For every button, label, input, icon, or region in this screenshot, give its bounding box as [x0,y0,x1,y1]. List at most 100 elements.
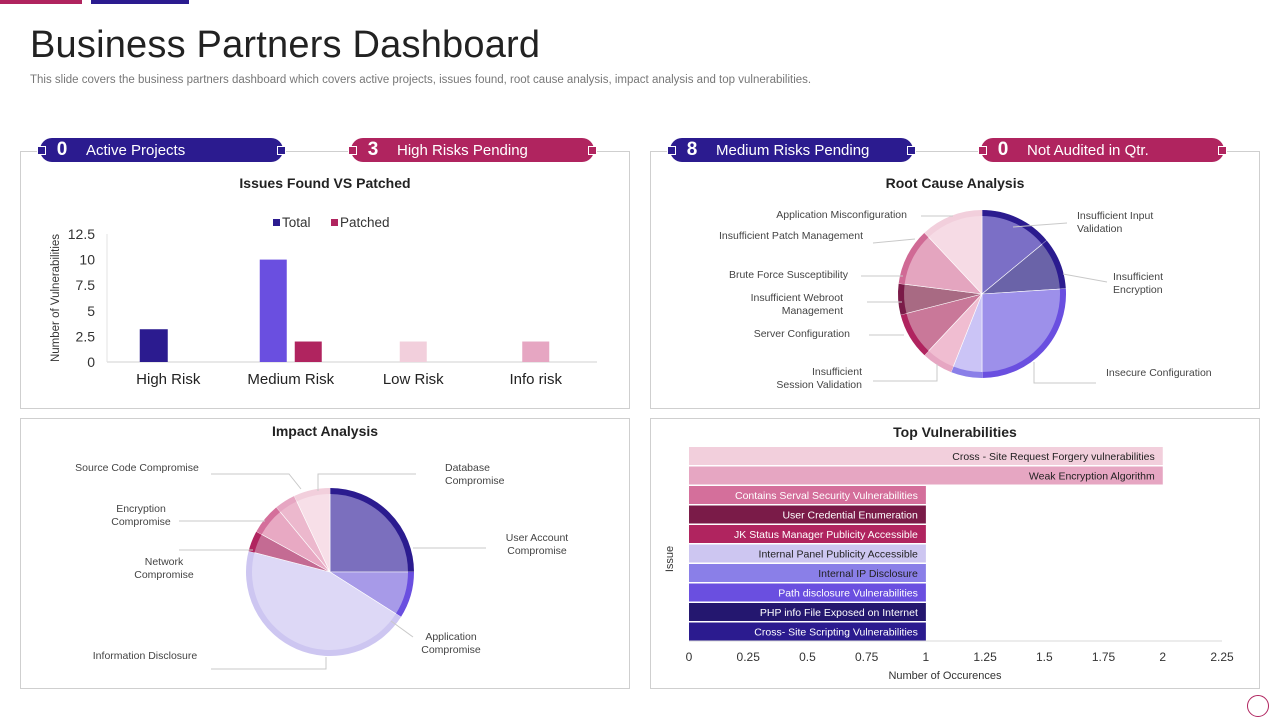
vuln-x-tick-label: 1.25 [973,650,997,664]
vuln-bar [689,466,1163,485]
kpi-high-risks-value: 3 [367,139,379,160]
issues-legend-swatch [273,219,280,226]
issues-bar-total [259,259,287,362]
impact-label: Source Code Compromise [75,462,199,474]
issues-x-tick-label: Info risk [509,371,562,388]
vulnerabilities-panel: Top Vulnerabilities 0 0.25 0.5 0.75 1 1.25 1.5… [650,418,1260,689]
kpi-active-projects-label: Active Projects [86,141,186,159]
vuln-bar-label: Path disclosure Vulnerabilities [778,588,918,600]
impact-label: Database Compromise [445,462,505,487]
issues-bar-patched [399,341,427,362]
page-title: Business Partners Dashboard [30,24,541,66]
vuln-x-tick-label: 1.5 [1036,650,1053,664]
root-cause-chart: Insufficient Input Validation Insufficient… [719,209,1212,391]
vuln-y-axis-label: Issue [664,546,676,572]
kpi-active-projects-value: 0 [56,139,68,160]
impact-label: Application Compromise [421,631,481,656]
impact-leader-line [317,473,416,491]
root-cause-label: Server Configuration [754,328,850,340]
issues-bar-patched [522,341,550,362]
root-cause-label: Insecure Configuration [1106,367,1212,379]
vuln-x-tick-label: 0.75 [855,650,879,664]
impact-chart-title: Impact Analysis [271,423,379,439]
root-cause-leader-line [872,238,916,244]
issues-y-tick-label: 10 [79,252,95,268]
impact-panel: Impact Analysis User Account Compromise Ap… [20,418,630,689]
issues-legend-swatch [331,219,338,226]
issues-y-tick-label: 12.5 [68,226,95,242]
root-cause-slice-edge [1042,240,1066,290]
issues-y-tick-label: 0 [87,354,95,370]
kpi-not-audited-label: Not Audited in Qtr. [1027,141,1149,159]
impact-leader-line [390,620,414,638]
vuln-bar [689,603,926,621]
root-cause-slice-edge [981,288,1066,378]
vuln-bar-label: Internal Panel Publicity Accessible [759,549,918,561]
issues-y-tick-label: 2.5 [76,328,96,344]
root-cause-slice-edge [924,350,954,373]
root-cause-label: Application Misconfiguration [776,209,907,221]
root-cause-leader-line [1012,222,1068,228]
issues-y-tick-label: 5 [87,303,95,319]
vuln-bar-label: User Credential Enumeration [782,510,918,522]
root-cause-slice-edge [900,313,929,356]
vuln-x-tick-label: 1 [923,650,930,664]
root-cause-label: Brute Force Susceptibility [729,269,849,281]
root-cause-label: Insufficient Encryption [1113,271,1163,296]
root-cause-slice-edge [924,210,983,238]
vuln-bar-label: Weak Encryption Algorithm [1029,471,1155,483]
impact-slice-edge [395,571,414,618]
impact-leader-line [211,473,302,490]
impact-label: Information Disclosure [93,650,198,662]
root-cause-leader-line [873,364,938,382]
page-subtitle: This slide covers the business partners … [30,74,812,86]
root-cause-slice-edge [898,283,907,315]
root-cause-slice-edge [898,232,929,285]
vuln-x-tick-label: 2 [1159,650,1166,664]
issues-x-tick-label: Low Risk [383,371,444,388]
kpi-high-risks: 3 High Risks Pending [348,138,597,162]
root-cause-label: Insufficient Input Validation [1077,210,1153,235]
impact-leader-line [211,657,327,670]
kpi-high-risks-label: High Risks Pending [397,141,528,159]
root-cause-slice-edge [981,210,1047,245]
issues-legend-label: Total [282,215,311,230]
issues-y-axis-label: Number of Vulnerabilities [50,234,62,362]
issues-panel: Issues Found VS Patched 0 2.5 5 7.5 10 12.5 Nu… [20,151,630,409]
issues-bar-patched [294,341,322,362]
issues-x-tick-label: Medium Risk [247,371,334,388]
kpi-medium-risks-label: Medium Risks Pending [716,141,870,159]
top-accent-navy [91,0,189,4]
impact-slice-edge [256,507,281,535]
vuln-bar [689,486,926,504]
vuln-bar [689,525,926,543]
kpi-not-audited-value: 0 [997,139,1009,160]
vuln-bar [689,544,926,563]
root-cause-label: Insufficient Session Validation [776,366,862,391]
issues-x-tick-label: High Risk [136,371,201,388]
issues-legend-label: Patched [340,215,390,230]
root-cause-label: Insufficient Patch Management [719,230,863,242]
vuln-x-tick-label: 1.75 [1092,650,1116,664]
vuln-bar-label: Contains Serval Security Vulnerabilities [735,490,918,502]
vulnerabilities-chart-title: Top Vulnerabilities [893,424,1017,440]
issues-bar-total [139,329,168,362]
top-accent-crimson [0,0,82,4]
impact-label: User Account Compromise [506,532,569,557]
vuln-bar-label: Internal IP Disclosure [818,568,918,580]
kpi-active-projects: 0 Active Projects [37,138,286,162]
vuln-bar-label: JK Status Manager Publicity Accessible [734,529,918,541]
vuln-x-tick-label: 0 [686,650,693,664]
impact-slice-edge [246,551,401,656]
impact-label: Encryption Compromise [111,503,171,528]
corner-circle-icon [1247,695,1269,717]
root-cause-leader-line [1033,362,1096,384]
impact-slice-edge [329,488,414,573]
issues-chart: 0 2.5 5 7.5 10 12.5 Number of Vulnerabilities H… [50,215,597,388]
kpi-medium-risks-value: 8 [686,139,698,160]
impact-slice-edge [294,488,331,502]
impact-label: Network Compromise [134,556,194,581]
vuln-bar-label: PHP info File Exposed on Internet [760,607,918,619]
root-cause-slice-edge [951,366,983,378]
issues-y-tick-label: 7.5 [76,277,96,293]
